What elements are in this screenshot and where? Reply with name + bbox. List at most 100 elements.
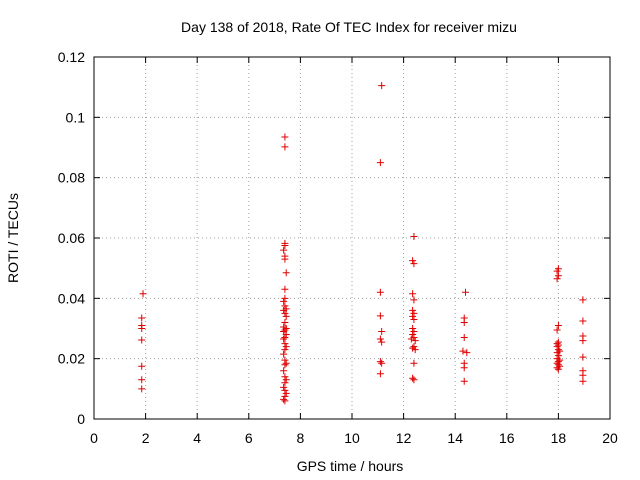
x-axis-ticks: 0 2 4 6 8 10 12 14 16 18 20 — [90, 57, 618, 446]
data-point — [281, 379, 289, 387]
data-point — [554, 352, 562, 360]
data-point — [409, 374, 417, 382]
data-point — [281, 143, 289, 151]
x-tick-label: 4 — [193, 430, 201, 446]
data-point — [376, 358, 384, 366]
data-point — [280, 246, 288, 254]
data-point — [138, 376, 146, 384]
data-point — [579, 371, 587, 379]
data-point — [410, 359, 418, 367]
data-point — [553, 326, 561, 334]
x-tick-label: 6 — [245, 430, 253, 446]
data-point — [281, 373, 289, 381]
data-point — [462, 288, 470, 296]
data-point — [410, 260, 418, 268]
data-point — [579, 353, 587, 361]
data-point — [554, 321, 562, 329]
data-point — [410, 296, 418, 304]
data-point — [460, 318, 468, 326]
data-point — [281, 346, 289, 354]
x-tick-label: 16 — [499, 430, 515, 446]
y-tick-label: 0.04 — [58, 290, 85, 306]
data-point — [579, 296, 587, 304]
data-point — [409, 257, 417, 265]
data-point — [460, 377, 468, 385]
data-point — [410, 232, 418, 240]
data-point — [282, 343, 290, 351]
y-tick-label: 0 — [77, 411, 85, 427]
data-point — [554, 272, 562, 280]
data-point — [281, 242, 289, 250]
y-axis-label: ROTI / TECUs — [5, 193, 21, 283]
y-tick-label: 0.02 — [58, 351, 85, 367]
data-point — [376, 159, 384, 167]
data-point — [410, 309, 418, 317]
data-point — [410, 376, 418, 384]
x-tick-label: 20 — [602, 430, 618, 446]
data-point — [138, 362, 146, 370]
data-point — [579, 377, 587, 385]
data-point — [553, 349, 561, 357]
data-point — [376, 312, 384, 320]
data-point — [410, 343, 418, 351]
data-point — [553, 275, 561, 283]
x-tick-label: 18 — [551, 430, 567, 446]
data-point — [411, 346, 419, 354]
chart-title: Day 138 of 2018, Rate Of TEC Index for r… — [181, 19, 517, 35]
data-point — [409, 312, 417, 320]
data-point — [282, 269, 290, 277]
data-point — [280, 306, 288, 314]
data-point — [282, 376, 290, 384]
data-point — [460, 334, 468, 342]
data-point — [282, 389, 290, 397]
data-point — [282, 359, 290, 367]
data-point — [282, 331, 290, 339]
data-point — [409, 290, 417, 298]
data-point — [579, 317, 587, 325]
x-tick-label: 2 — [142, 430, 150, 446]
y-tick-label: 0.08 — [58, 170, 85, 186]
x-tick-label: 14 — [447, 430, 463, 446]
y-tick-label: 0.1 — [66, 109, 86, 125]
data-point — [280, 383, 288, 391]
data-point — [138, 385, 146, 393]
data-point — [553, 364, 561, 372]
grid-lines — [94, 57, 610, 419]
data-point — [463, 349, 471, 357]
data-point — [281, 302, 289, 310]
data-point — [553, 343, 561, 351]
data-point — [378, 328, 386, 336]
data-point — [281, 318, 289, 326]
data-point — [281, 133, 289, 141]
data-point — [281, 340, 289, 348]
data-point — [281, 334, 289, 342]
data-point — [281, 255, 289, 263]
data-point — [378, 82, 386, 90]
data-point — [407, 335, 415, 343]
data-point — [378, 359, 386, 367]
data-point — [376, 370, 384, 378]
data-point — [280, 395, 288, 403]
data-point — [410, 328, 418, 336]
data-point — [280, 335, 288, 343]
data-point — [139, 290, 147, 298]
data-point — [281, 386, 289, 394]
data-point — [579, 337, 587, 345]
x-tick-label: 0 — [90, 430, 98, 446]
data-point — [138, 314, 146, 322]
x-tick-label: 12 — [396, 430, 412, 446]
data-point — [410, 315, 418, 323]
y-tick-label: 0.06 — [58, 230, 85, 246]
data-point — [281, 397, 289, 405]
data-point — [460, 364, 468, 372]
data-point — [376, 335, 384, 343]
data-point — [281, 294, 289, 302]
data-point — [280, 367, 288, 375]
data-point — [409, 325, 417, 332]
data-point — [138, 336, 146, 344]
data-point — [554, 346, 562, 354]
data-point — [376, 288, 384, 296]
data-point — [281, 326, 289, 334]
data-point — [281, 309, 289, 317]
